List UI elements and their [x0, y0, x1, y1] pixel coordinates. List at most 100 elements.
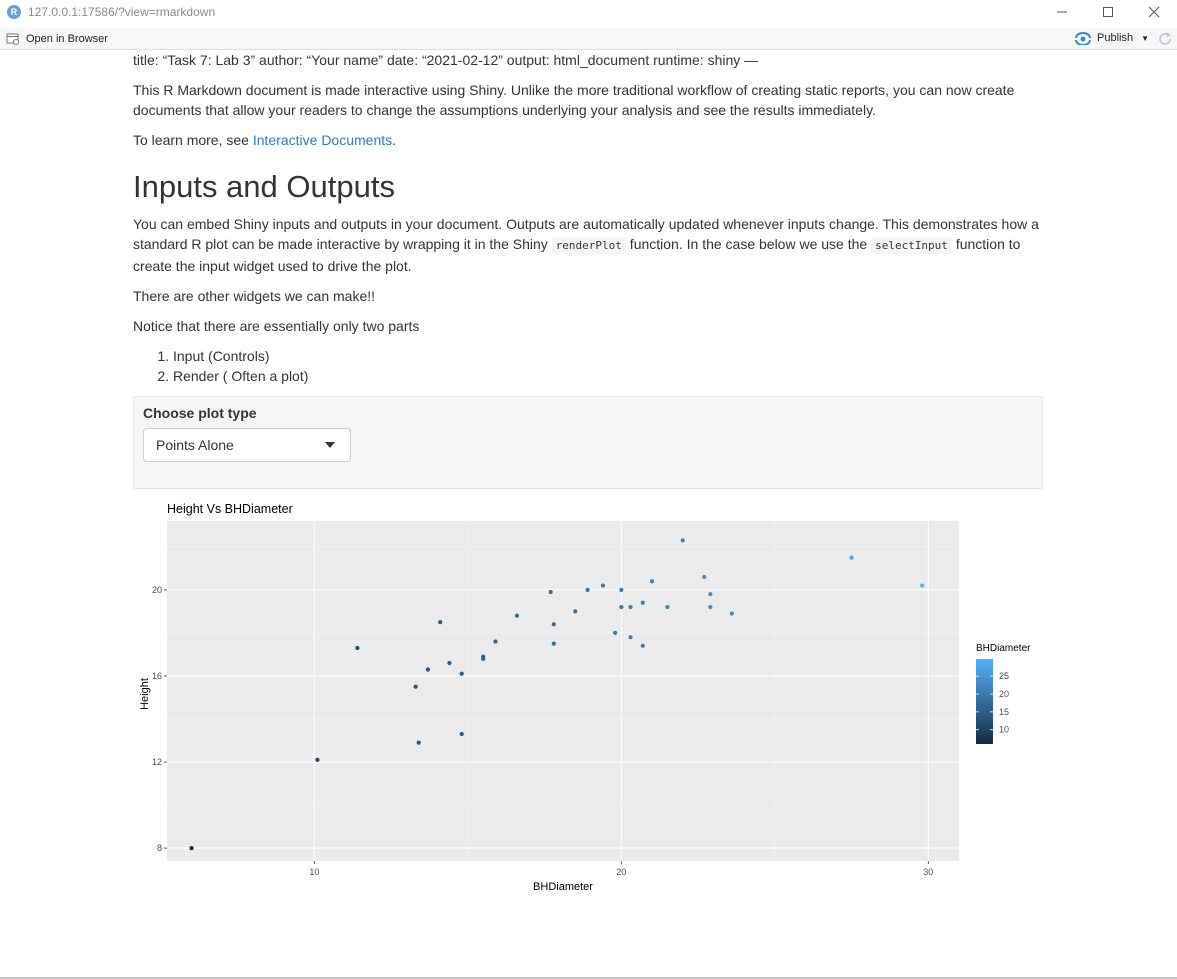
- data-point: [613, 630, 618, 635]
- interactive-documents-link[interactable]: Interactive Documents: [252, 132, 393, 148]
- data-points: [189, 538, 925, 851]
- maximize-button[interactable]: [1085, 0, 1131, 24]
- data-point: [315, 757, 320, 762]
- document-body: title: “Task 7: Lab 3” author: “Your nam…: [133, 50, 1043, 489]
- data-point: [628, 635, 633, 640]
- data-point: [729, 611, 734, 616]
- shiny-explanation-paragraph: You can embed Shiny inputs and outputs i…: [133, 214, 1043, 276]
- caret-down-icon: [325, 442, 335, 448]
- close-icon: [1148, 6, 1160, 18]
- list-item: Render ( Often a plot): [173, 366, 1043, 386]
- para-text-2: function. In the case below we use the: [625, 236, 872, 252]
- data-point: [702, 574, 707, 580]
- data-point: [619, 587, 624, 592]
- plot-svg: Height Vs BHDiameter 10 20 30 8 12 16 20 BHDia…: [139, 502, 1031, 893]
- window-title: 127.0.0.1:17586/?view=rmarkdown: [28, 5, 216, 19]
- intro-paragraph: This R Markdown document is made interac…: [133, 82, 1015, 118]
- parts-list: Input (Controls) Render ( Often a plot): [133, 346, 1043, 386]
- minimize-button[interactable]: [1039, 0, 1085, 24]
- learn-more-prefix: To learn more, see: [133, 132, 253, 148]
- browser-window-icon: [6, 33, 19, 45]
- color-legend: BHDiameter 10 15 20 25: [976, 643, 1031, 744]
- y-tick-label: 16: [152, 671, 162, 681]
- para-text-1: You can embed Shiny inputs and outputs i…: [133, 216, 1039, 252]
- data-point: [619, 604, 624, 610]
- data-point: [680, 538, 685, 543]
- selectinput-code: selectInput: [871, 237, 952, 254]
- plot-type-selected-value: Points Alone: [156, 437, 234, 453]
- x-axis-label: BHDiameter: [533, 881, 593, 893]
- two-parts-paragraph: Notice that there are essentially only t…: [133, 318, 420, 334]
- open-in-browser-button[interactable]: Open in Browser: [6, 33, 108, 45]
- legend-title: BHDiameter: [976, 643, 1031, 654]
- section-heading: Inputs and Outputs: [133, 169, 395, 204]
- data-point: [459, 731, 464, 737]
- data-point: [640, 600, 645, 605]
- viewer-toolbar: Open in Browser Publish ▼: [0, 28, 1177, 50]
- widgets-paragraph: There are other widgets we can make!!: [133, 288, 376, 304]
- window-bottom-border: [0, 977, 1177, 979]
- data-point: [640, 643, 645, 648]
- data-point: [849, 555, 854, 560]
- renderplot-code: renderPlot: [551, 237, 626, 254]
- data-point: [413, 684, 418, 689]
- data-point: [551, 622, 556, 627]
- plot-type-select[interactable]: Points Alone: [143, 428, 351, 462]
- legend-tick-label: 15: [999, 707, 1009, 717]
- data-point: [665, 604, 670, 610]
- data-point: [649, 579, 655, 584]
- publish-icon: [1075, 32, 1091, 45]
- chevron-down-icon[interactable]: ▼: [1141, 33, 1149, 43]
- y-tick-label: 20: [152, 585, 162, 595]
- data-point: [493, 639, 498, 644]
- grid-lines: [160, 521, 959, 861]
- data-point: [425, 667, 431, 672]
- plot-title: Height Vs BHDiameter: [167, 502, 293, 516]
- publish-button[interactable]: Publish ▼: [1074, 31, 1149, 45]
- refresh-icon: [1159, 32, 1171, 45]
- maximize-icon: [1103, 7, 1113, 17]
- learn-more-suffix: .: [392, 132, 397, 148]
- minimize-icon: [1057, 11, 1067, 13]
- data-point: [708, 604, 713, 610]
- data-point: [708, 592, 713, 597]
- close-button[interactable]: [1131, 0, 1177, 24]
- learn-more-paragraph: To learn more, see Interactive Documents…: [133, 130, 1043, 150]
- data-point: [355, 645, 360, 651]
- yaml-header-text: title: “Task 7: Lab 3” author: “Your nam…: [133, 52, 759, 68]
- data-point: [447, 660, 452, 666]
- y-tick-label: 12: [152, 757, 162, 767]
- data-point: [628, 604, 633, 610]
- window-titlebar: R 127.0.0.1:17586/?view=rmarkdown: [0, 0, 1177, 24]
- data-point: [920, 583, 925, 588]
- input-panel: Choose plot type Points Alone: [133, 396, 1043, 489]
- legend-tick-label: 10: [999, 725, 1009, 735]
- data-point: [573, 609, 578, 614]
- x-tick-label: 20: [616, 867, 626, 877]
- y-tick-label: 8: [157, 843, 162, 853]
- data-point: [481, 654, 486, 659]
- open-in-browser-label: Open in Browser: [26, 32, 108, 45]
- plot-type-label: Choose plot type: [143, 405, 257, 421]
- data-point: [514, 613, 520, 618]
- data-point: [551, 641, 556, 646]
- data-point: [585, 587, 590, 592]
- x-tick-label: 30: [923, 867, 933, 877]
- axes: 10 20 30 8 12 16 20: [152, 585, 933, 877]
- x-tick-label: 10: [309, 867, 319, 877]
- scatter-plot: Height Vs BHDiameter 10 20 30 8 12 16 20 BHDia…: [133, 497, 1043, 897]
- data-point: [548, 589, 553, 595]
- list-item: Input (Controls): [173, 346, 1043, 366]
- plot-panel: [167, 521, 959, 861]
- data-point: [189, 845, 194, 851]
- legend-tick-label: 20: [999, 689, 1009, 699]
- data-point: [600, 583, 606, 588]
- refresh-button[interactable]: [1157, 31, 1173, 50]
- legend-tick-label: 25: [999, 671, 1009, 681]
- publish-label: Publish: [1097, 32, 1134, 44]
- data-point: [416, 740, 421, 745]
- para-text-3: function to create the input widget used…: [133, 236, 1021, 274]
- window-controls: [1039, 0, 1177, 24]
- legend-colorbar: [976, 659, 993, 744]
- y-axis-label: Height: [139, 678, 151, 710]
